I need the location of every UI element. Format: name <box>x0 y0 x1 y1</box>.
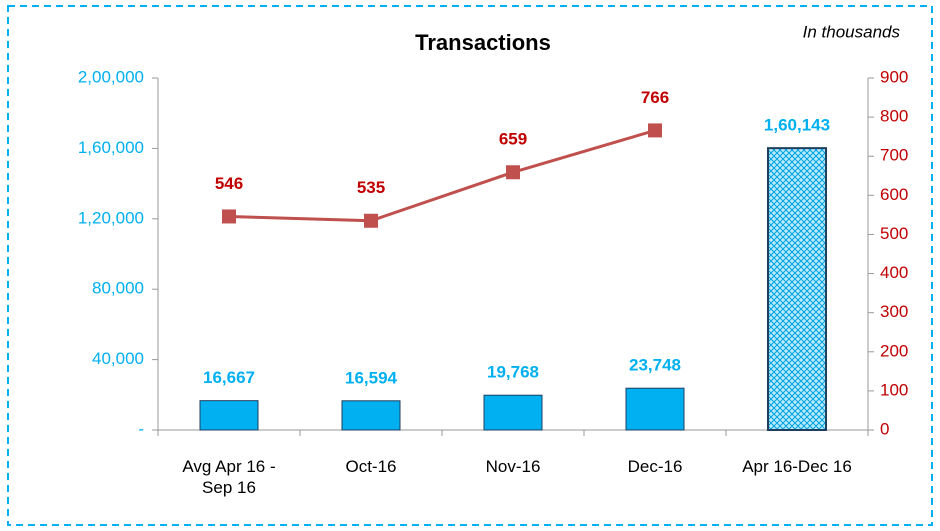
y-tick-label: 2,00,000 <box>78 67 144 86</box>
x-tick-label: Nov-16 <box>485 457 541 476</box>
bar <box>767 147 827 431</box>
y2-tick-label: 0 <box>880 419 889 438</box>
y2-tick-label: 400 <box>880 263 908 282</box>
y2-tick-label: 900 <box>880 67 908 86</box>
bar-label: 16,667 <box>203 368 255 387</box>
line-marker <box>364 213 378 228</box>
bar <box>199 400 259 431</box>
chart-title: Transactions <box>415 30 551 55</box>
bar-label: 16,594 <box>345 368 398 387</box>
line-marker <box>648 123 662 138</box>
y-tick-label: 40,000 <box>92 349 144 368</box>
y2-tick-label: 500 <box>880 224 908 243</box>
bar <box>483 394 543 431</box>
bar-label: 1,60,143 <box>764 116 830 135</box>
annotation: In thousands <box>803 22 901 41</box>
bar <box>625 387 685 431</box>
y2-tick-label: 700 <box>880 146 908 165</box>
line-marker <box>506 165 520 180</box>
y2-tick-label: 800 <box>880 107 908 126</box>
frame <box>7 5 933 526</box>
x-tick-label: Avg Apr 16 - Sep 16 <box>182 457 276 497</box>
x-tick-label: Dec-16 <box>627 457 683 476</box>
y-tick-label: 1,20,000 <box>78 208 144 227</box>
y2-tick-label: 300 <box>880 302 908 321</box>
x-tick-label: Oct-16 <box>345 457 397 476</box>
y2-tick-label: 600 <box>880 185 908 204</box>
bar-label: 23,748 <box>629 356 681 375</box>
x-tick-label: Apr 16-Dec 16 <box>742 457 852 476</box>
y2-tick-label: 100 <box>880 380 908 399</box>
line-label: 766 <box>641 88 669 107</box>
line-label: 659 <box>499 130 527 149</box>
y2-tick-label: 200 <box>880 341 908 360</box>
y-tick-label: 1,60,000 <box>78 138 144 157</box>
bar <box>341 400 401 431</box>
bar-label: 19,768 <box>487 363 539 382</box>
line-label: 535 <box>357 178 385 197</box>
line-label: 546 <box>215 174 243 193</box>
y-tick-label: - <box>138 419 144 438</box>
y-tick-label: 80,000 <box>92 279 144 298</box>
line <box>228 128 656 223</box>
line-marker <box>222 209 236 224</box>
